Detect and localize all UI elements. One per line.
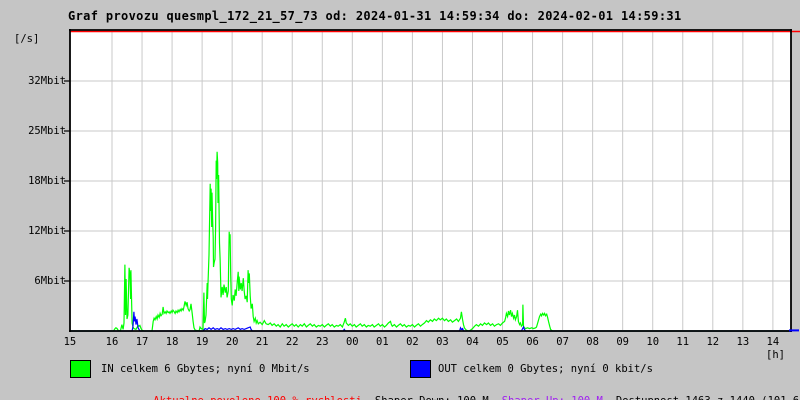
series-lines	[69, 151, 792, 332]
graph-title: Graf provozu quesmpl_172_21_57_73 od: 20…	[68, 9, 682, 23]
out-traffic-line	[69, 311, 792, 332]
y-tick-label: 6Mbit	[34, 275, 66, 287]
status-row: Aktualne povoleno 100 % rychlosti Shaper …	[128, 380, 800, 400]
shaper-down-text: Shaper Down: 100 M	[375, 395, 489, 400]
y-axis-unit: [/s]	[14, 33, 40, 45]
x-tick-label: 01	[376, 336, 389, 348]
y-tick-label: 25Mbit	[28, 125, 66, 137]
shaper-up-text: Shaper Up: 100 M	[502, 395, 603, 400]
x-tick-label: 16	[105, 336, 119, 348]
x-tick-label: 02	[406, 336, 419, 348]
x-tick-label: 11	[676, 336, 690, 348]
x-tick-label: 19	[195, 336, 209, 348]
y-tick-label: 12Mbit	[28, 225, 66, 237]
x-tick-label: 20	[225, 336, 239, 348]
x-tick-label: 10	[646, 336, 660, 348]
x-tick-label: 14	[766, 336, 780, 348]
x-tick-label: 12	[706, 336, 720, 348]
x-tick-label: 18	[165, 336, 179, 348]
allowed-speed-text: Aktualne povoleno 100 % rychlosti	[153, 395, 362, 400]
x-tick-label: 15	[63, 336, 77, 348]
x-tick-label: 09	[616, 336, 629, 348]
x-tick-label: 08	[586, 336, 599, 348]
in-traffic-line	[69, 151, 792, 332]
y-tick-label: 18Mbit	[28, 175, 66, 187]
x-tick-label: 21	[255, 336, 269, 348]
availability-text: Dostupnost 1463 z 1440 (101.6 %)	[616, 395, 800, 400]
out-legend-swatch	[410, 360, 431, 378]
y-axis-ticks	[64, 80, 70, 282]
x-tick-label: 05	[496, 336, 509, 348]
x-tick-label: 23	[315, 336, 329, 348]
y-tick-label: 32Mbit	[28, 75, 66, 87]
in-legend-swatch	[70, 360, 91, 378]
x-tick-label: 17	[135, 336, 149, 348]
plot-area	[64, 29, 800, 332]
gridlines	[70, 31, 790, 330]
out-legend-label: OUT celkem 0 Gbytes; nyní 0 kbit/s	[438, 363, 653, 375]
x-tick-label: 03	[436, 336, 449, 348]
in-legend-label: IN celkem 6 Gbytes; nyní 0 Mbit/s	[101, 363, 310, 375]
x-tick-label: 00	[345, 336, 359, 348]
x-tick-label: 04	[466, 336, 479, 348]
x-tick-label: 13	[736, 336, 750, 348]
x-tick-label: 07	[556, 336, 569, 348]
x-axis-unit: [h]	[766, 349, 785, 361]
x-tick-label: 22	[285, 336, 299, 348]
x-tick-label: 06	[526, 336, 539, 348]
